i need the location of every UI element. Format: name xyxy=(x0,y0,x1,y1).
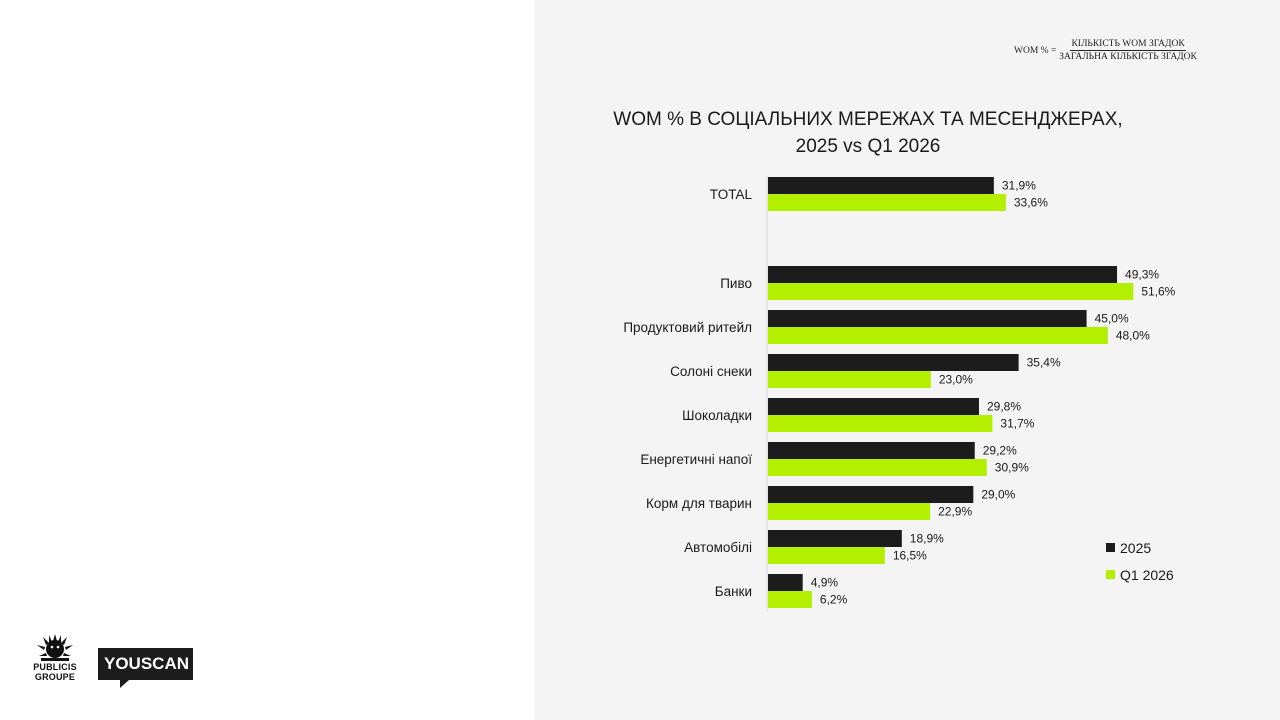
formula-numerator: КІЛЬКІСТЬ WOM ЗГАДОК xyxy=(1070,39,1186,51)
formula-denominator: ЗАГАЛЬНА КІЛЬКІСТЬ ЗГАДОК xyxy=(1059,52,1197,62)
category-label-8: Банки xyxy=(715,584,752,599)
chart-legend: 2025 Q1 2026 xyxy=(1106,534,1174,588)
bar-2025-2 xyxy=(768,310,1087,327)
data-label-q1-2026-4: 31,7% xyxy=(1000,417,1034,431)
youscan-speech-tail xyxy=(120,680,129,688)
data-label-q1-2026-7: 16,5% xyxy=(893,549,927,563)
footer-logos: PUBLICIS GROUPE YOUSCAN xyxy=(26,632,193,688)
wom-formula: WOM % = КІЛЬКІСТЬ WOM ЗГАДОК ЗАГАЛЬНА КІ… xyxy=(1014,39,1197,62)
bar-2025-6 xyxy=(768,486,974,503)
legend-swatch-q1-2026 xyxy=(1106,570,1115,579)
data-label-2025-4: 29,8% xyxy=(987,400,1021,414)
blank-left-panel xyxy=(0,0,534,720)
category-label-6: Корм для тварин xyxy=(646,496,752,511)
publicis-line-2: GROUPE xyxy=(34,672,76,682)
publicis-lion-icon xyxy=(37,634,73,661)
data-label-2025-5: 29,2% xyxy=(983,444,1017,458)
data-label-2025-8: 4,9% xyxy=(811,576,839,590)
category-label-5: Енергетичні напої xyxy=(640,452,752,467)
bar-q1-2026-5 xyxy=(768,459,987,476)
data-label-2025-0: 31,9% xyxy=(1002,179,1036,193)
bar-2025-4 xyxy=(768,398,979,415)
legend-swatch-2025 xyxy=(1106,543,1115,552)
category-label-4: Шоколадки xyxy=(682,408,752,423)
bar-2025-1 xyxy=(768,266,1118,283)
data-label-2025-1: 49,3% xyxy=(1125,268,1159,282)
data-label-q1-2026-6: 22,9% xyxy=(938,505,972,519)
publicis-line-1: PUBLICIS xyxy=(33,662,77,672)
bar-q1-2026-3 xyxy=(768,371,931,388)
data-label-2025-2: 45,0% xyxy=(1095,312,1129,326)
formula-lhs: WOM % = xyxy=(1014,45,1057,56)
chart-title-line-1: WOM % В СОЦІАЛЬНИХ МЕРЕЖАХ ТА МЕСЕНДЖЕРА… xyxy=(613,109,1123,130)
data-label-2025-6: 29,0% xyxy=(981,488,1015,502)
bar-2025-5 xyxy=(768,442,975,459)
category-label-3: Солоні снеки xyxy=(670,364,752,379)
data-label-2025-3: 35,4% xyxy=(1027,356,1061,370)
bar-2025-3 xyxy=(768,354,1019,371)
data-label-q1-2026-1: 51,6% xyxy=(1141,285,1175,299)
bar-q1-2026-1 xyxy=(768,283,1134,300)
chart-title: WOM % В СОЦІАЛЬНИХ МЕРЕЖАХ ТА МЕСЕНДЖЕРА… xyxy=(568,106,1168,160)
legend-label-2025: 2025 xyxy=(1120,539,1152,556)
bar-2025-8 xyxy=(768,574,803,591)
legend-item-q1-2026: Q1 2026 xyxy=(1106,561,1174,588)
bar-q1-2026-0 xyxy=(768,194,1006,211)
category-label-0: TOTAL xyxy=(710,187,753,202)
data-label-q1-2026-8: 6,2% xyxy=(820,593,848,607)
data-label-q1-2026-2: 48,0% xyxy=(1116,329,1150,343)
category-label-7: Автомобілі xyxy=(684,540,752,555)
chart-title-line-2: 2025 vs Q1 2026 xyxy=(795,136,941,157)
youscan-text: YOUSCAN xyxy=(98,648,193,680)
bar-q1-2026-4 xyxy=(768,415,993,432)
data-label-q1-2026-0: 33,6% xyxy=(1014,196,1048,210)
youscan-logo: YOUSCAN xyxy=(98,648,193,688)
bar-2025-0 xyxy=(768,177,994,194)
category-label-2: Продуктовий ритейл xyxy=(623,320,752,335)
data-label-2025-7: 18,9% xyxy=(910,532,944,546)
legend-item-2025: 2025 xyxy=(1106,534,1174,561)
data-label-q1-2026-3: 23,0% xyxy=(939,373,973,387)
publicis-text: PUBLICIS GROUPE xyxy=(33,662,77,682)
bar-q1-2026-2 xyxy=(768,327,1108,344)
bar-2025-7 xyxy=(768,530,902,547)
publicis-groupe-logo: PUBLICIS GROUPE xyxy=(26,632,84,682)
bar-q1-2026-8 xyxy=(768,591,812,608)
bar-chart: TOTAL 31,9% 33,6% Пиво 49,3% 51,6% Продуктовий… xyxy=(623,176,1176,612)
bar-q1-2026-6 xyxy=(768,503,931,520)
formula-fraction: КІЛЬКІСТЬ WOM ЗГАДОК ЗАГАЛЬНА КІЛЬКІСТЬ … xyxy=(1059,39,1197,62)
data-label-q1-2026-5: 30,9% xyxy=(995,461,1029,475)
legend-label-q1-2026: Q1 2026 xyxy=(1120,566,1174,583)
category-label-1: Пиво xyxy=(720,276,752,291)
bar-q1-2026-7 xyxy=(768,547,885,564)
